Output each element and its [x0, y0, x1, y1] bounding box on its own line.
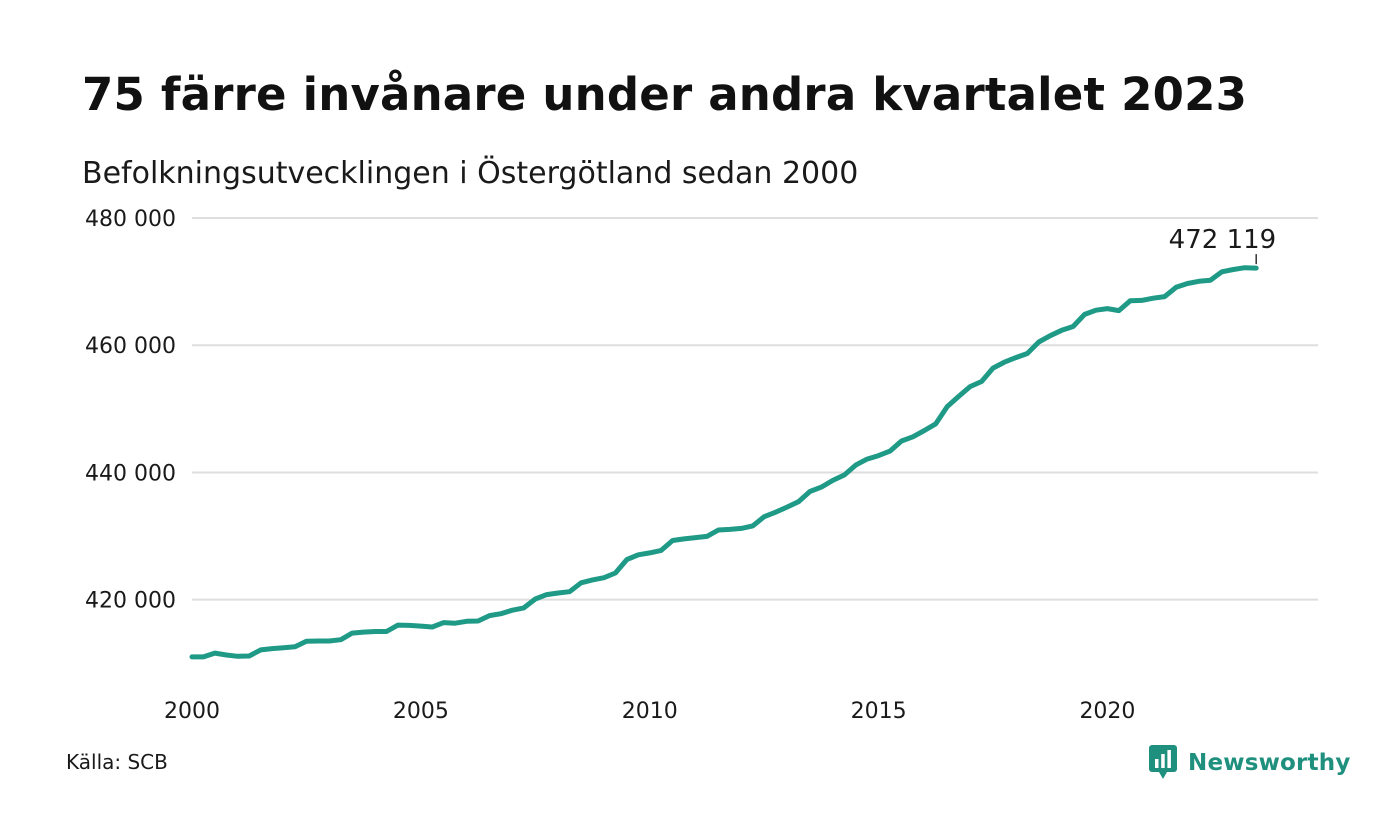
- y-tick-label: 480 000: [85, 207, 176, 232]
- brand-logo: Newsworthy: [1148, 743, 1351, 783]
- source-note: Källa: SCB: [66, 750, 168, 774]
- x-tick-label: 2020: [1079, 699, 1135, 724]
- gridlines: [192, 217, 1318, 601]
- y-tick-label: 420 000: [85, 589, 176, 614]
- y-axis-ticks: 420 000 440 000 460 000 480 000: [85, 207, 176, 614]
- chart-title: 75 färre invånare under andra kvartalet …: [82, 68, 1248, 121]
- x-tick-label: 2000: [164, 699, 220, 724]
- x-tick-label: 2010: [622, 699, 678, 724]
- x-tick-label: 2005: [393, 699, 449, 724]
- line-chart: 420 000 440 000 460 000 480 000 2000 2005 201…: [85, 207, 1318, 724]
- y-tick-label: 460 000: [85, 334, 176, 359]
- chart-subtitle: Befolkningsutvecklingen i Östergötland s…: [82, 156, 859, 191]
- newsworthy-logo-icon: [1149, 745, 1177, 779]
- y-tick-label: 440 000: [85, 461, 176, 486]
- annotations: 472 119: [1169, 225, 1277, 265]
- series: [189, 265, 1259, 660]
- x-axis-ticks: 2000 2005 2010 2015 2020: [164, 699, 1135, 724]
- x-tick-label: 2015: [851, 699, 907, 724]
- last-value-label: 472 119: [1169, 225, 1277, 255]
- series-line: [189, 265, 1259, 660]
- brand-name: Newsworthy: [1188, 750, 1351, 776]
